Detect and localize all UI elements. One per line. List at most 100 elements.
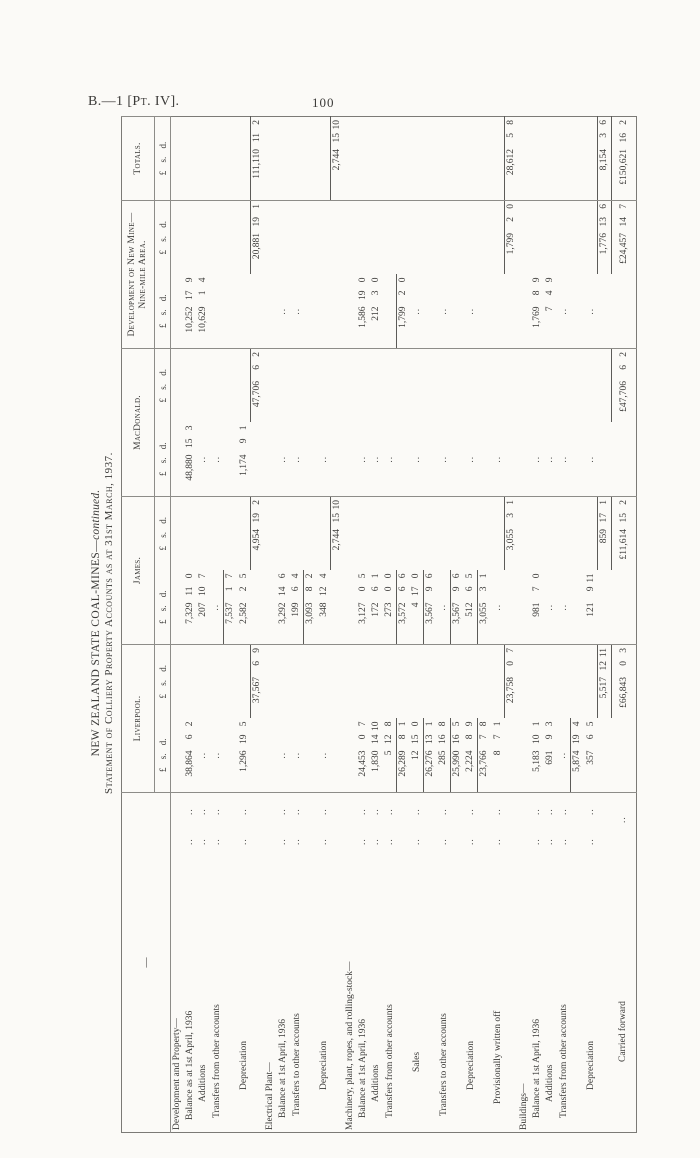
money-cell: ..: [464, 422, 478, 496]
unit-header: £ s. d.: [154, 200, 171, 275]
money-cell: [303, 644, 317, 719]
money-cell: 23,766 7 8: [477, 718, 491, 793]
money-cell: [277, 644, 290, 719]
money-cell: [464, 496, 478, 571]
row-label-text: Transfers to other accounts: [291, 1013, 302, 1116]
leader-dots: ..: [545, 808, 555, 815]
section-heading-row: Development and Property—: [170, 116, 184, 1133]
leader-dots: ..: [291, 838, 302, 845]
money-cell: [451, 422, 465, 496]
money-cell: [264, 274, 277, 348]
money-cell: [612, 719, 637, 793]
leader-dots: ..: [318, 455, 329, 463]
leader-dots: ..: [558, 603, 569, 611]
money-cell: [491, 200, 505, 275]
money-cell: [331, 570, 345, 644]
money-cell: [598, 422, 612, 496]
table-row: Transfers from other accounts..........: [210, 116, 224, 1133]
money-cell: [478, 116, 492, 200]
money-cell: [344, 644, 357, 719]
money-cell: [531, 348, 544, 423]
money-cell: 212 3 0: [371, 277, 381, 321]
money-cell: [290, 116, 304, 200]
page-number: 100: [312, 95, 335, 110]
money-cell: [317, 644, 331, 719]
unit-header: £ s. d.: [154, 422, 171, 497]
leader-dots: ..: [371, 808, 381, 815]
money-cell: [598, 719, 612, 793]
money-cell: 207 10 7: [198, 573, 208, 617]
money-cell: ..: [383, 422, 397, 496]
money-cell: 121 9 11: [585, 573, 596, 617]
money-cell: ..: [491, 570, 505, 644]
leader-dots: ..: [185, 808, 195, 815]
row-label: [477, 792, 491, 1133]
row-label-text: Machinery, plant, ropes, and rolling-sto…: [345, 961, 355, 1131]
money-cell: 5 12 8: [384, 721, 394, 756]
money-cell: 20,881 19 1: [250, 200, 264, 275]
money-cell: [518, 116, 531, 200]
column-header: James.: [121, 496, 155, 645]
leader-dots: ..: [438, 455, 449, 463]
money-cell: [477, 496, 491, 571]
leader-dots: ..: [384, 838, 395, 845]
table-row: Additions.... 1,830 14 10 172 6 1.. 212 3 0: [370, 116, 383, 1133]
money-cell: [571, 570, 585, 644]
table-header: — Liverpool. James. MacDonald. Development o…: [121, 116, 171, 1133]
money-cell: 1,174 9 1: [238, 425, 249, 476]
money-cell: 691 9 3: [545, 721, 555, 765]
row-label: Additions....: [370, 792, 383, 1133]
money-cell: [304, 274, 318, 348]
money-cell: [330, 200, 344, 275]
money-cell: [544, 644, 557, 719]
row-label: Electrical Plant—: [264, 792, 277, 1133]
row-label-text: Electrical Plant—: [265, 1062, 275, 1130]
leader-dots: ..: [185, 838, 195, 845]
money-cell: ..: [437, 422, 451, 496]
money-cell: 5,874 19 4: [570, 718, 584, 793]
money-cell: 2,582 2 5: [238, 573, 249, 624]
money-cell: [477, 200, 491, 275]
money-cell: [197, 116, 210, 200]
leader-dots: ..: [358, 455, 368, 463]
table-row: Depreciation...... 348 12 4..: [317, 116, 331, 1133]
money-cell: [184, 348, 197, 423]
row-label: Transfers from other accounts....: [210, 792, 224, 1133]
table-row: Transfers from other accounts...........…: [557, 116, 571, 1133]
money-cell: [571, 274, 585, 348]
money-cell: [251, 570, 265, 644]
money-cell: 199 6 4: [291, 573, 301, 617]
money-cell: [170, 348, 184, 423]
leader-dots: ..: [492, 838, 503, 845]
money-cell: 26,276 13 1: [423, 718, 437, 793]
money-cell: 3,093 8 2: [303, 570, 317, 645]
money-cell: 273 0 0: [384, 573, 394, 617]
money-cell: [370, 348, 383, 423]
money-cell: ..: [370, 422, 383, 496]
leader-dots: ..: [438, 808, 449, 815]
row-label-text: Development and Property—: [172, 1018, 182, 1130]
leader-dots: ..: [585, 307, 596, 315]
money-cell: 1,769 8 9: [532, 277, 542, 328]
money-cell: 23,758 0 7: [504, 644, 518, 719]
money-cell: [598, 570, 612, 644]
money-cell: ..: [437, 274, 451, 348]
money-cell: [344, 422, 357, 496]
money-cell: 12 15 0: [411, 721, 421, 761]
leader-dots: ..: [558, 307, 569, 315]
leader-dots: ..: [438, 307, 449, 315]
money-cell: [224, 274, 238, 348]
money-cell: 1,799 2 0: [396, 274, 410, 349]
money-cell: 7,329 11 0: [185, 573, 195, 624]
leader-dots: ..: [532, 808, 542, 815]
money-cell: [317, 348, 331, 423]
money-cell: [370, 116, 383, 200]
leader-dots: ..: [411, 808, 422, 815]
table-title-main: NEW ZEALAND STATE COAL-MINES—: [90, 539, 102, 757]
row-label: Development and Property—: [170, 792, 184, 1133]
money-cell: 7,537 1 7: [223, 570, 237, 645]
money-cell: ..: [290, 422, 304, 496]
row-label-text: Additions: [198, 1064, 208, 1102]
row-label: Transfers from other accounts....: [557, 792, 571, 1133]
